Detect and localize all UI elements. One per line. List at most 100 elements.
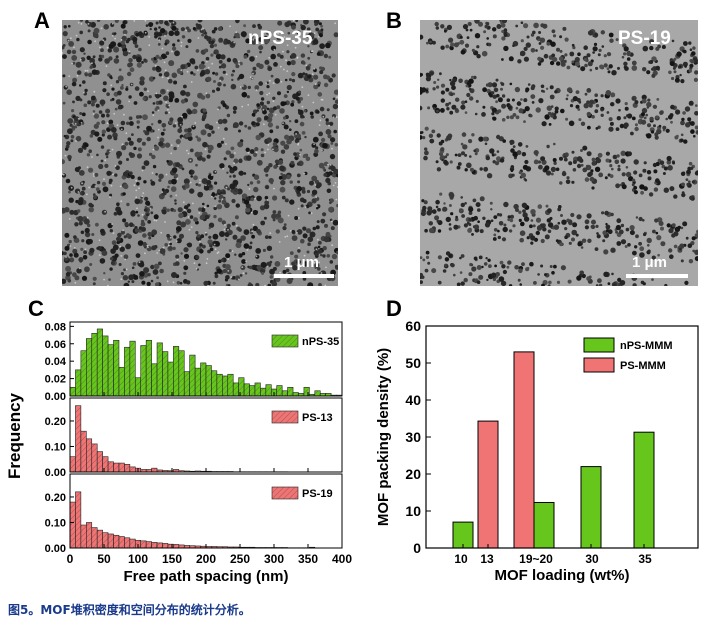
legend: nPS-MMM PS-MMM [583,337,673,373]
panel-letter-c: C [28,296,44,321]
histogram-bar [96,451,103,473]
plot-frame [69,397,343,473]
histogram-bar [281,390,288,397]
particle-field [62,20,338,286]
histogram-bar [287,386,294,397]
histogram-bar [86,438,93,473]
histogram-bar [140,540,147,549]
histogram-bar [162,351,169,397]
histogram-bar [254,382,261,397]
histogram-bar [173,346,180,397]
histogram-bar [178,350,185,397]
x-tick-label: 35 [638,552,652,566]
subplot-nps-35: 0.00 0.02 0.04 0.06 0.08 nPS-35 [45,321,343,403]
legend-label: nPS-MMM [620,340,673,352]
histogram-bar [107,344,114,397]
panel-letter-b: B [386,8,402,33]
histogram-bar [75,405,82,473]
histogram-bar [167,361,174,397]
y-tick-label: 10 [405,503,421,519]
x-tick-label: 400 [332,552,352,566]
histogram-bar [238,377,245,397]
figure-caption: 图5。MOF堆积密度和空间分布的统计分析。 [8,603,251,617]
histogram-bar [86,338,93,397]
x-tick-label: 350 [298,552,318,566]
histogram-bar [113,462,120,473]
histogram-bar [124,464,131,473]
histogram-bar [314,390,321,397]
series-ps-mmm [477,351,535,549]
scale-bar-label: 1 μm [284,254,320,271]
histogram-bar [91,443,98,473]
legend-swatch [271,334,299,348]
y-tick-label: 0.02 [45,374,66,386]
y-tick-label: 0.04 [45,356,67,368]
panel-letter-d: D [386,296,402,321]
legend-label: PS-13 [302,412,333,424]
x-tick-label: 0 [67,552,74,566]
histogram-bar [140,345,147,397]
histogram-bar [124,346,131,397]
histogram-bar [118,462,125,473]
legend-label: nPS-35 [302,336,339,348]
y-tick-label: 60 [405,318,421,334]
x-tick-label: 10 [454,552,468,566]
y-tick-label: 0.20 [45,416,66,428]
micrograph-ps-19: PS-19 1 μm [420,20,698,286]
histogram-bar [107,533,114,549]
y-tick-label: 0.00 [45,391,66,403]
x-tick-label: 250 [230,552,250,566]
y-axis-label: Frequency [5,392,24,479]
x-tick-label: 200 [196,552,216,566]
histogram-bar [151,363,158,397]
histogram-bar [129,340,136,397]
histogram-bar [189,354,196,397]
histogram-bar [260,387,267,397]
histogram-bar [96,529,103,549]
histogram-bar [145,541,152,549]
y-tick-label: 0.00 [45,467,66,479]
histogram-bar [222,375,229,397]
histogram-bar [69,456,76,473]
histogram-bar [86,522,93,549]
legend-swatch [271,410,299,424]
x-tick-label: 300 [264,552,284,566]
y-tick-label: 30 [405,429,421,445]
histogram-bar [80,430,87,473]
histogram-bar [162,543,169,549]
histogram-bar [303,386,310,397]
histogram-bar [118,366,125,397]
histogram-bar [173,544,180,549]
x-tick-label: 100 [128,552,148,566]
series-nps-mmm [452,431,655,549]
y-tick-label: 20 [405,466,421,482]
x-tick-label: 30 [585,552,599,566]
histogram-bar [151,542,158,549]
bar-chart: 0 10 20 30 40 50 60 10 13 19~20 30 35 MOF loading (w… [375,318,699,584]
histogram-bar [265,384,272,397]
legend-swatch [583,337,615,353]
panel-letter-a: A [34,8,50,33]
histogram-bar [113,339,120,397]
y-tick-label: 0 [413,540,421,556]
x-axis-label: MOF loading (wt%) [495,567,630,584]
histogram-bar [102,335,109,397]
subplot-ps-13: 0.00 0.10 0.20 PS-13 [45,397,343,479]
y-tick-label: 0.08 [45,321,66,333]
legend-label: PS-MMM [620,360,666,372]
x-tick-label: 50 [97,552,111,566]
histogram-bar [227,373,234,397]
histogram-bar [151,467,158,473]
histogram-bar [124,537,131,549]
y-tick-label: 50 [405,355,421,371]
bar [633,431,655,549]
histogram-bar [91,527,98,549]
scale-bar [626,274,688,278]
histogram-bar [69,501,76,549]
histogram-bar [113,534,120,549]
histogram-bar [69,386,76,397]
histogram-bar [118,536,125,549]
legend-swatch [271,486,299,500]
subplot-ps-19: 0.00 0.10 0.20 PS-19 [45,473,343,555]
histogram-bar [276,385,283,397]
